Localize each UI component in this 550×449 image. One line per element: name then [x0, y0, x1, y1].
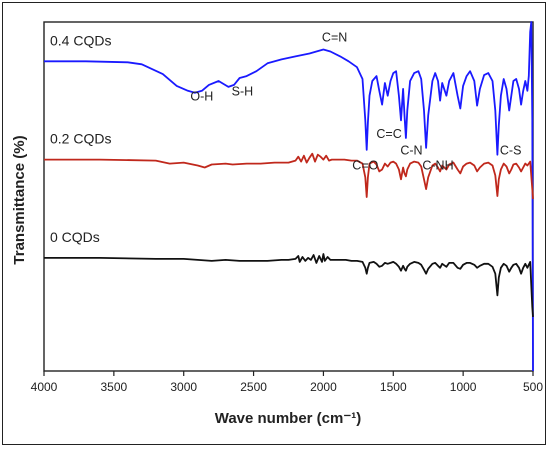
series-line-2 — [44, 253, 534, 317]
peak-annotation-3: C=C — [376, 127, 401, 141]
x-tick-label: 1500 — [380, 380, 407, 394]
x-axis-title: Wave number (cm⁻¹) — [215, 410, 362, 427]
peak-annotation-5: C-N — [400, 144, 422, 158]
peak-annotation-7: C-S — [500, 144, 522, 158]
peak-annotation-6: C-NH — [422, 158, 453, 172]
y-axis-title: Transmittance (%) — [11, 135, 28, 264]
series-label-1: 0.2 CQDs — [50, 131, 111, 147]
peak-annotation-4: C=O — [352, 158, 378, 172]
x-tick-label: 1000 — [450, 380, 477, 394]
peak-annotation-1: S-H — [232, 85, 254, 99]
series-label-0: 0.4 CQDs — [50, 32, 111, 48]
x-tick-label: 3500 — [101, 380, 128, 394]
x-tick-label: 500 — [523, 380, 543, 394]
series-line-1 — [44, 152, 534, 200]
x-tick-label: 3000 — [170, 380, 197, 394]
peak-annotation-0: O-H — [190, 90, 213, 104]
x-tick-label: 2500 — [240, 380, 267, 394]
plot-area-border — [43, 21, 534, 372]
series-label-2: 0 CQDs — [50, 229, 100, 245]
series-line-0 — [44, 21, 534, 372]
x-tick-label: 2000 — [310, 380, 337, 394]
peak-annotation-2: C=N — [322, 31, 347, 45]
x-tick-label: 4000 — [31, 380, 58, 394]
